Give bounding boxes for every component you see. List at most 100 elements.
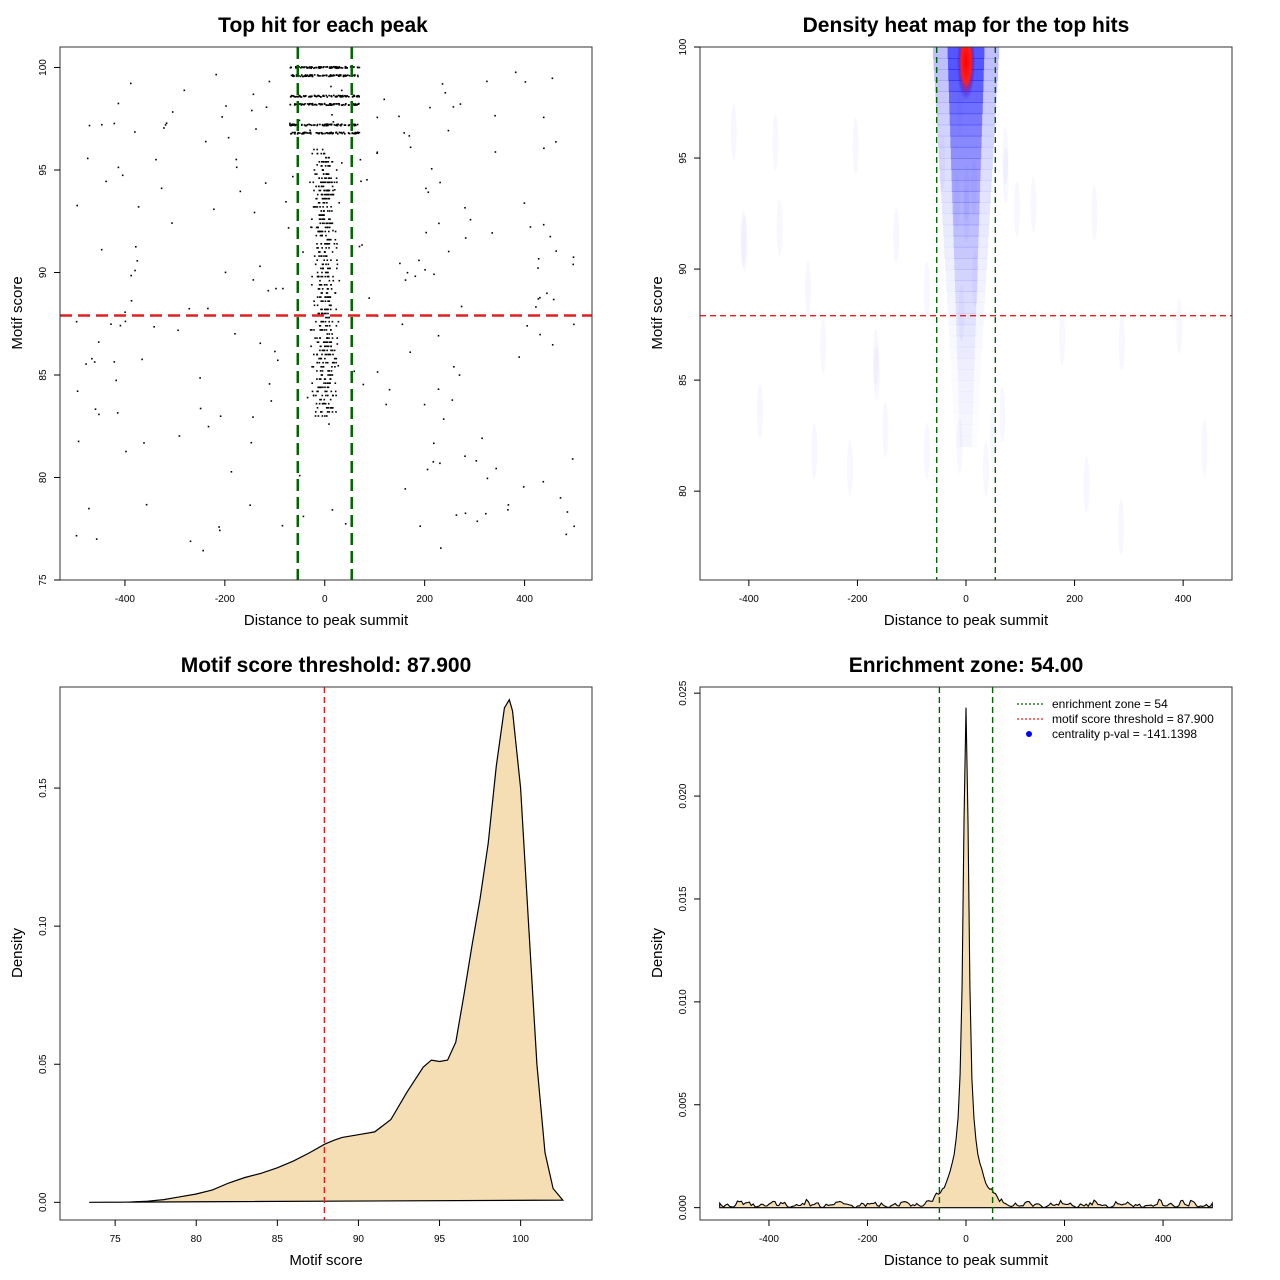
scatter-point-1149 — [153, 326, 155, 328]
heat-streak-10 — [757, 383, 763, 439]
heatmap-y-tick-label-0: 80 — [678, 485, 689, 497]
score-density-y-tick-label-3: 0.15 — [38, 778, 49, 798]
scatter-point-954 — [319, 357, 322, 360]
scatter-point-953 — [316, 361, 318, 364]
scatter-point-502 — [324, 308, 326, 311]
scatter-point-1200 — [183, 89, 186, 92]
scatter-point-475 — [303, 131, 306, 134]
scatter-point-365 — [309, 124, 312, 126]
scatter-point-119 — [290, 74, 293, 77]
scatter-point-1229 — [235, 166, 238, 169]
scatter-point-1228 — [451, 399, 454, 401]
heat-streak-4 — [1030, 177, 1036, 233]
scatter-point-503 — [335, 394, 337, 397]
scatter-point-745 — [323, 284, 326, 286]
scatter-point-236 — [340, 96, 343, 98]
scatter-point-841 — [324, 357, 326, 360]
scatter-point-850 — [324, 271, 327, 274]
scatter-point-1181 — [189, 540, 192, 543]
heat-streak-36 — [939, 135, 945, 191]
scatter-point-585 — [318, 284, 321, 286]
scatter-point-835 — [326, 275, 329, 278]
scatter-point-799 — [320, 181, 322, 184]
scatter-point-608 — [327, 345, 330, 348]
scatter-point-11 — [340, 66, 342, 69]
scatter-point-103 — [354, 74, 356, 76]
scatter-point-1091 — [559, 497, 562, 499]
scatter-point-1034 — [110, 323, 112, 325]
scatter-point-955 — [328, 296, 330, 298]
scatter-point-396 — [336, 124, 339, 127]
scatter-point-659 — [321, 329, 324, 331]
scatter-point-890 — [323, 402, 326, 405]
scatter-point-592 — [324, 177, 326, 179]
scatter-point-1061 — [439, 462, 441, 465]
scatter-point-1204 — [213, 208, 215, 211]
scatter-point-259 — [352, 103, 355, 106]
scatter-point-1068 — [298, 474, 301, 477]
scatter-point-1072 — [542, 480, 545, 483]
scatter-point-1185 — [215, 73, 217, 76]
scatter-x-axis-label: Distance to peak summit — [244, 612, 409, 629]
scatter-point-445 — [305, 131, 307, 134]
scatter-point-994 — [327, 275, 330, 278]
scatter-point-1044 — [270, 400, 273, 402]
scatter-point-327 — [314, 124, 316, 126]
scatter-point-942 — [327, 181, 330, 184]
scatter-points — [75, 65, 575, 552]
scatter-point-57 — [289, 67, 292, 69]
scatter-point-1107 — [130, 300, 133, 302]
score-density-y-tick-label-0: 0.00 — [38, 1192, 49, 1212]
scatter-point-1006 — [423, 403, 426, 406]
scatter-point-505 — [324, 275, 327, 278]
scatter-point-1045 — [253, 211, 256, 214]
scatter-point-875 — [329, 296, 332, 298]
scatter-point-1210 — [98, 413, 100, 416]
scatter-point-476 — [302, 132, 304, 134]
scatter-point-672 — [324, 226, 327, 229]
scatter-point-1173 — [124, 311, 126, 313]
scatter-point-1154 — [447, 129, 450, 132]
scatter-point-625 — [331, 320, 334, 323]
scatter-point-853 — [321, 234, 323, 237]
scatter-point-630 — [318, 386, 321, 389]
scatter-point-653 — [330, 193, 332, 196]
scatter-point-74 — [325, 66, 327, 68]
scatter-point-1166 — [119, 324, 122, 327]
scatter-point-1053 — [406, 271, 409, 274]
scatter-point-1023 — [289, 122, 291, 125]
scatter-point-1141 — [440, 547, 442, 549]
heat-band-inner-27 — [950, 135, 982, 148]
heat-band-outer-18 — [943, 235, 989, 248]
scatter-point-1040 — [116, 412, 119, 414]
distance-density-y-tick-label-3: 0.015 — [678, 886, 689, 911]
scatter-point-724 — [321, 308, 323, 311]
scatter-point-77 — [298, 66, 301, 68]
scatter-point-939 — [336, 267, 338, 270]
heatmap-x-tick-label-4: 400 — [1175, 594, 1192, 605]
scatter-point-916 — [316, 370, 318, 372]
scatter-point-1132 — [447, 250, 450, 253]
scatter-point-997 — [318, 275, 320, 278]
score-density-y-tick-label-2: 0.10 — [38, 916, 49, 936]
scatter-point-793 — [319, 325, 322, 327]
scatter-point-1088 — [219, 529, 221, 532]
scatter-point-243 — [354, 104, 357, 106]
scatter-point-652 — [318, 189, 321, 192]
scatter-point-581 — [317, 415, 320, 417]
scatter-point-774 — [331, 407, 333, 409]
scatter-point-887 — [324, 189, 326, 192]
scatter-point-388 — [326, 124, 328, 127]
scatter-point-287 — [354, 103, 357, 105]
scatter-point-858 — [320, 267, 322, 270]
scatter-point-1017 — [117, 102, 120, 105]
score-density-x-tick-label-4: 95 — [434, 1234, 446, 1245]
scatter-point-1019 — [529, 226, 532, 228]
scatter-point-607 — [323, 202, 326, 204]
scatter-point-1105 — [306, 396, 309, 399]
scatter-point-482 — [327, 407, 329, 409]
distance-density-x-tick-label-1: -200 — [857, 1234, 877, 1245]
scatter-point-676 — [318, 161, 321, 163]
scatter-point-144 — [343, 75, 345, 77]
scatter-point-832 — [325, 329, 328, 331]
